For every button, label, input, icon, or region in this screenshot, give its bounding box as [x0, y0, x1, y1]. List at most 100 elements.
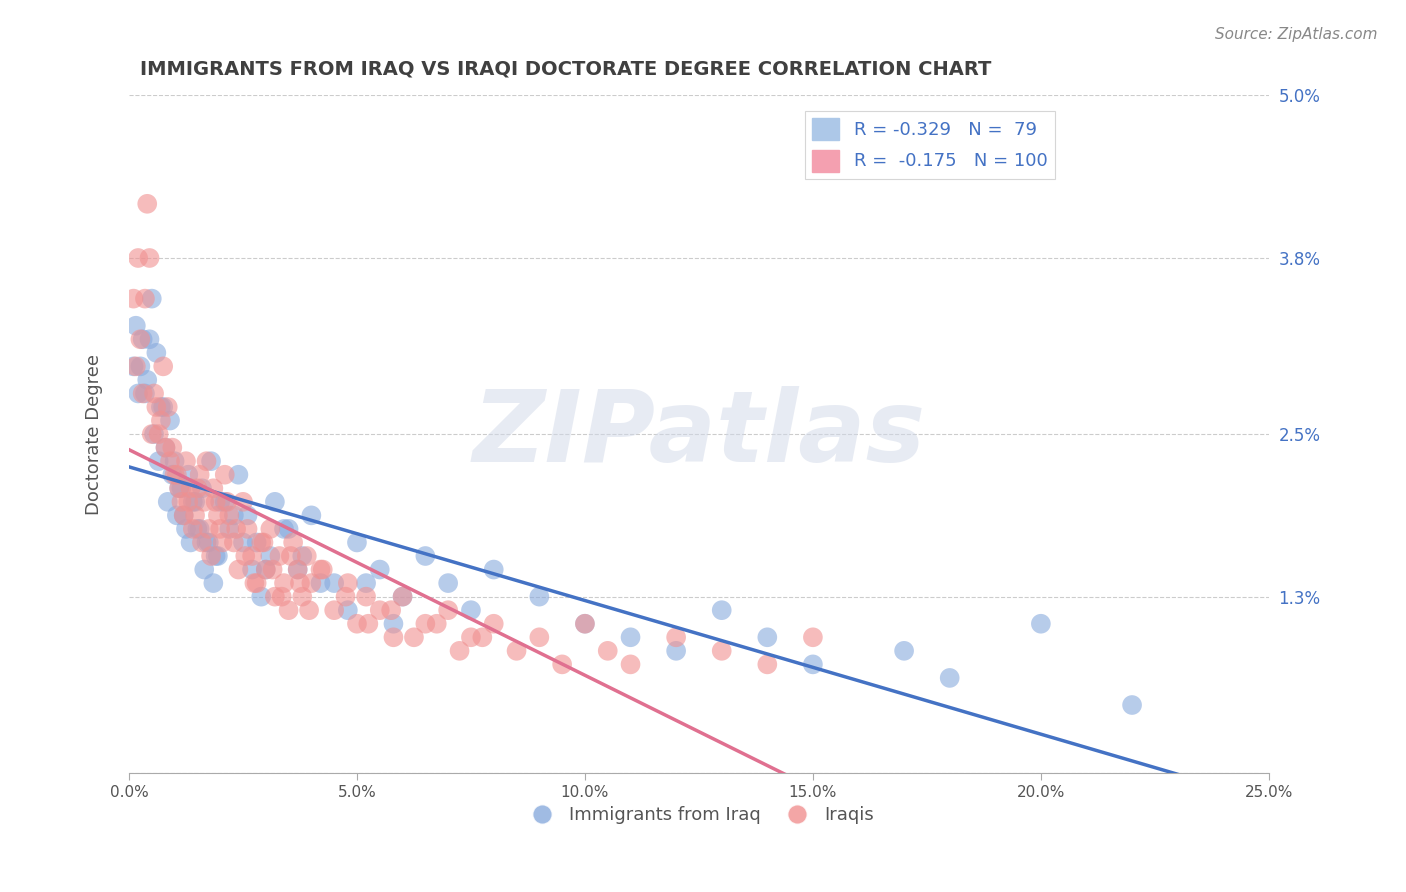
Point [269, 549, 291, 563]
Point [222, 535, 245, 549]
Point [357, 616, 380, 631]
Point [149, 400, 172, 414]
Point [191, 481, 214, 495]
Point [529, 630, 551, 644]
Point [134, 386, 156, 401]
Point [254, 563, 277, 577]
Point [162, 467, 184, 482]
Point [415, 549, 437, 563]
Point [346, 616, 368, 631]
Point [323, 576, 346, 591]
Point [141, 292, 163, 306]
Point [148, 427, 170, 442]
Point [246, 535, 269, 549]
Point [159, 413, 181, 427]
Point [202, 576, 225, 591]
Text: Source: ZipAtlas.com: Source: ZipAtlas.com [1215, 27, 1378, 42]
Point [122, 292, 145, 306]
Point [551, 657, 574, 672]
Point [250, 590, 273, 604]
Point [207, 508, 229, 523]
Point [299, 508, 322, 523]
Point [471, 630, 494, 644]
Point [291, 549, 314, 563]
Point [195, 454, 218, 468]
Point [181, 522, 204, 536]
Point [574, 616, 596, 631]
Point [177, 467, 200, 482]
Point [236, 508, 259, 523]
Point [250, 535, 273, 549]
Point [938, 671, 960, 685]
Legend: Immigrants from Iraq, Iraqis: Immigrants from Iraq, Iraqis [517, 799, 882, 831]
Point [162, 441, 184, 455]
Point [246, 576, 269, 591]
Point [173, 508, 195, 523]
Point [437, 576, 460, 591]
Point [131, 332, 153, 346]
Point [225, 522, 247, 536]
Point [204, 549, 226, 563]
Point [295, 549, 318, 563]
Point [710, 644, 733, 658]
Point [323, 603, 346, 617]
Point [141, 427, 163, 442]
Point [893, 644, 915, 658]
Point [131, 386, 153, 401]
Point [460, 603, 482, 617]
Point [155, 441, 177, 455]
Point [202, 481, 225, 495]
Point [596, 644, 619, 658]
Point [291, 590, 314, 604]
Point [259, 549, 281, 563]
Point [125, 359, 148, 374]
Point [240, 563, 263, 577]
Point [380, 603, 402, 617]
Point [197, 522, 219, 536]
Point [232, 535, 254, 549]
Point [756, 657, 779, 672]
Point [170, 481, 193, 495]
Point [426, 616, 449, 631]
Point [200, 549, 222, 563]
Point [801, 657, 824, 672]
Point [166, 508, 188, 523]
Point [665, 644, 688, 658]
Point [368, 563, 391, 577]
Point [186, 522, 208, 536]
Point [756, 630, 779, 644]
Point [287, 563, 309, 577]
Point [214, 495, 236, 509]
Point [127, 386, 149, 401]
Point [277, 603, 299, 617]
Point [191, 535, 214, 549]
Point [136, 373, 159, 387]
Point [167, 481, 190, 495]
Point [233, 549, 256, 563]
Point [215, 495, 238, 509]
Point [281, 535, 304, 549]
Point [415, 616, 437, 631]
Point [252, 535, 274, 549]
Point [188, 522, 211, 536]
Point [280, 549, 302, 563]
Point [184, 495, 207, 509]
Point [228, 467, 250, 482]
Point [240, 549, 263, 563]
Point [309, 576, 332, 591]
Point [180, 535, 202, 549]
Point [382, 616, 405, 631]
Point [529, 590, 551, 604]
Point [166, 467, 188, 482]
Point [665, 630, 688, 644]
Point [336, 603, 359, 617]
Point [354, 576, 377, 591]
Point [309, 563, 332, 577]
Point [136, 196, 159, 211]
Point [177, 495, 200, 509]
Point [134, 292, 156, 306]
Point [143, 427, 166, 442]
Point [156, 495, 179, 509]
Point [299, 576, 322, 591]
Point [163, 454, 186, 468]
